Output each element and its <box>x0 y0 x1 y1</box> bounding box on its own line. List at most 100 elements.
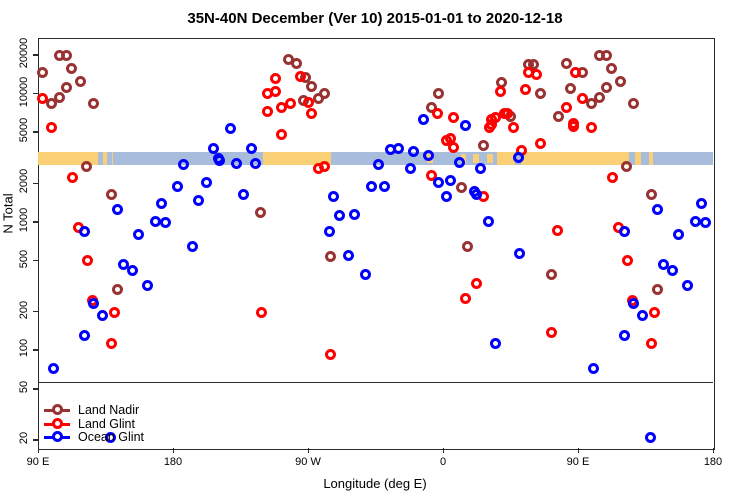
data-point-ocean-glint <box>343 249 354 261</box>
data-point-land-glint <box>67 171 78 183</box>
data-point-land-nadir <box>61 49 72 61</box>
x-tick-label: 90 W <box>295 456 321 468</box>
legend-row: Ocean Glint <box>44 430 194 444</box>
x-tick-label: 90 E <box>566 456 590 468</box>
map-strip-ocean-segment <box>653 152 713 165</box>
legend-label: Land Glint <box>78 416 135 431</box>
map-strip-ocean-segment <box>98 152 103 165</box>
data-point-ocean-glint <box>512 152 524 164</box>
data-point-land-nadir <box>37 66 48 78</box>
data-point-ocean-glint <box>644 431 656 443</box>
data-point-ocean-glint <box>349 209 360 221</box>
data-point-ocean-glint <box>160 216 171 228</box>
data-point-land-glint <box>551 224 563 236</box>
data-point-ocean-glint <box>628 298 639 310</box>
data-point-ocean-glint <box>104 431 116 443</box>
data-point-land-nadir <box>586 97 597 109</box>
data-point-land-glint <box>37 92 48 104</box>
legend: Land Nadir Land Glint Ocean Glint <box>44 403 194 447</box>
y-tick-mark <box>33 388 38 390</box>
x-tick-label: 0 <box>439 456 447 468</box>
legend-marker-ring-icon <box>52 417 63 429</box>
data-point-land-nadir <box>628 97 639 109</box>
x-tick-mark <box>307 448 309 453</box>
y-tick-mark <box>33 54 38 56</box>
legend-label: Ocean Glint <box>78 430 145 444</box>
data-point-land-glint <box>545 326 557 338</box>
data-point-land-glint <box>295 70 306 82</box>
data-point-ocean-glint <box>208 142 219 154</box>
data-point-land-glint <box>256 306 267 318</box>
data-point-land-nadir <box>535 87 546 99</box>
data-point-land-glint <box>494 85 506 97</box>
data-point-land-glint <box>262 106 273 118</box>
data-point-land-glint <box>470 278 482 290</box>
data-point-ocean-glint <box>470 188 482 200</box>
data-point-ocean-glint <box>373 159 384 171</box>
data-point-land-nadir <box>53 91 65 103</box>
x-tick-label: 180 <box>703 456 723 468</box>
data-point-land-nadir <box>106 188 117 200</box>
data-point-land-nadir <box>593 91 605 103</box>
data-point-land-nadir <box>290 57 302 69</box>
data-point-land-nadir <box>325 250 336 262</box>
data-point-land-glint <box>535 137 546 149</box>
data-point-ocean-glint <box>323 226 335 238</box>
data-point-land-glint <box>425 170 437 182</box>
data-point-ocean-glint <box>658 259 669 271</box>
data-point-land-glint <box>269 86 281 98</box>
legend-row: Land Nadir <box>44 403 194 417</box>
data-point-ocean-glint <box>118 259 129 271</box>
map-strip-ocean-segment <box>629 152 635 165</box>
data-point-land-glint <box>275 129 287 141</box>
data-point-land-nadir <box>61 81 72 93</box>
data-point-ocean-glint <box>587 363 599 375</box>
data-point-land-nadir <box>478 139 489 151</box>
data-point-land-glint <box>302 96 314 108</box>
data-point-ocean-glint <box>433 176 444 188</box>
data-point-ocean-glint <box>155 198 167 210</box>
data-point-land-glint <box>646 337 657 349</box>
x-tick-mark <box>172 448 174 453</box>
data-point-ocean-glint <box>238 188 249 200</box>
data-point-land-glint <box>569 67 581 79</box>
data-point-ocean-glint <box>79 330 90 342</box>
data-point-land-glint <box>607 171 618 183</box>
data-point-ocean-glint <box>178 159 189 171</box>
data-point-ocean-glint <box>700 216 711 228</box>
data-point-land-nadir <box>620 161 632 173</box>
data-point-land-glint <box>460 292 471 304</box>
legend-marker-ring-icon <box>52 431 63 442</box>
data-point-ocean-glint <box>88 298 99 310</box>
map-strip-ocean-segment <box>107 152 112 165</box>
data-point-land-glint <box>560 101 572 113</box>
data-point-ocean-glint <box>619 226 630 238</box>
data-point-land-glint <box>305 108 317 120</box>
data-point-ocean-glint <box>142 279 153 291</box>
data-point-land-glint <box>502 107 513 119</box>
y-tick-mark <box>33 439 38 441</box>
y-tick-label: 20 <box>18 431 30 445</box>
data-point-ocean-glint <box>127 264 138 276</box>
y-tick-mark <box>33 182 38 185</box>
data-point-land-glint <box>448 141 459 153</box>
data-point-land-glint <box>269 72 281 84</box>
data-point-land-nadir <box>614 75 626 87</box>
x-tick-mark <box>577 448 579 453</box>
data-point-land-nadir <box>560 57 572 69</box>
data-point-land-glint <box>275 101 287 113</box>
data-point-ocean-glint <box>454 156 465 168</box>
x-tick-mark <box>712 448 714 453</box>
plot-area <box>38 38 715 450</box>
chart-title: 35N-40N December (Ver 10) 2015-01-01 to … <box>187 10 563 27</box>
y-tick-mark <box>33 92 38 95</box>
data-point-ocean-glint <box>193 194 204 206</box>
data-point-ocean-glint <box>47 363 59 375</box>
data-point-ocean-glint <box>440 190 452 202</box>
data-point-land-nadir <box>545 268 557 280</box>
data-point-land-nadir <box>433 87 444 99</box>
data-point-ocean-glint <box>328 190 339 202</box>
data-point-ocean-glint <box>418 113 429 125</box>
data-point-land-nadir <box>601 49 612 61</box>
x-tick-label: 90 E <box>26 456 50 468</box>
